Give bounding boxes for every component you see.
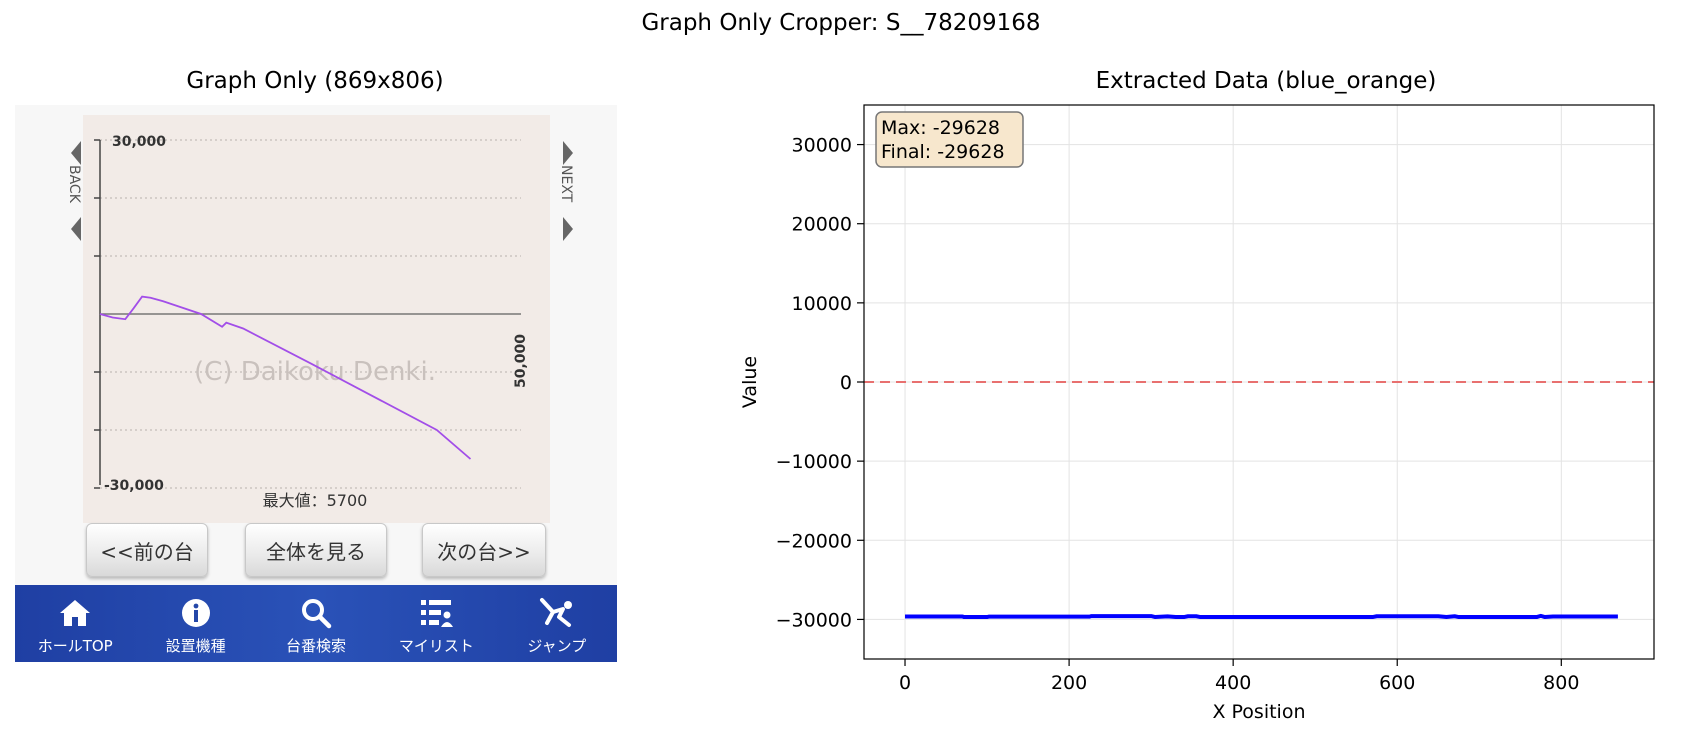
prev-machine-button[interactable]: <<前の台 [86, 523, 208, 577]
extracted-data-chart: 0 200 400 600 800 −30000 −20000 −10000 0 10000 20… [739, 104, 1655, 723]
x-tick-label: 0 [899, 672, 911, 694]
back-label[interactable]: BACK [66, 165, 82, 204]
x-axis-label: X Position [1212, 701, 1305, 723]
info-icon [180, 595, 212, 631]
screenshot-side-scale-label: 50,000 [513, 334, 529, 388]
x-tick-label: 800 [1543, 672, 1579, 694]
next-arrow-down-icon[interactable] [563, 217, 573, 241]
next-arrow-up-icon[interactable] [563, 141, 573, 165]
x-tick-label: 200 [1051, 672, 1087, 694]
graph-screenshot-panel: 30,000 -30,000 (C) Daikoku Denki. 50,000… [15, 105, 617, 662]
stats-final-text: Final: -29628 [881, 141, 1005, 163]
stats-annotation-background [875, 111, 1024, 168]
y-tick-label: −20000 [776, 530, 852, 552]
y-axis-ticks: −30000 −20000 −10000 0 10000 20000 30000 [776, 135, 864, 631]
nav-label-machine-search: 台番検索 [286, 637, 347, 655]
series-line-0 [905, 613, 1618, 620]
list-icon [419, 595, 454, 631]
y-tick-label: 30000 [792, 135, 852, 157]
screenshot-y-top-label: 30,000 [112, 134, 166, 150]
nav-label-installed-machines: 設置機種 [165, 637, 226, 655]
screenshot-max-label: 最大値：5700 [263, 491, 368, 510]
nav-label-jump: ジャンプ [527, 637, 587, 655]
y-tick-label: 0 [840, 372, 852, 394]
stats-annotation-box: Max: -29628 Final: -29628 [875, 111, 1024, 168]
figure-suptitle: Graph Only Cropper: S__78209168 [641, 10, 1041, 36]
nav-item-machine-search[interactable]: 台番検索 [256, 585, 376, 662]
view-all-button[interactable]: 全体を見る [245, 523, 387, 577]
next-label[interactable]: NEXT [558, 165, 574, 203]
right-panel-title: Extracted Data (blue_orange) [1095, 68, 1437, 94]
y-axis-label: Value [739, 356, 761, 408]
back-arrow-up-icon[interactable] [71, 141, 81, 165]
x-tick-label: 400 [1215, 672, 1251, 694]
screenshot-plot-background [83, 115, 550, 523]
nav-item-installed-machines[interactable]: 設置機種 [135, 585, 255, 662]
screenshot-watermark: (C) Daikoku Denki. [194, 357, 436, 387]
nav-item-jump[interactable]: ジャンプ [497, 585, 617, 662]
screenshot-graph: 30,000 -30,000 (C) Daikoku Denki. 50,000… [66, 115, 574, 523]
next-machine-button[interactable]: 次の台>> [422, 523, 546, 577]
x-axis-ticks: 0 200 400 600 800 [899, 659, 1579, 694]
screenshot-data-line [99, 295, 472, 460]
y-tick-label: −30000 [776, 609, 852, 631]
home-icon [58, 595, 92, 631]
nav-item-my-list[interactable]: マイリスト [376, 585, 496, 662]
y-tick-label: 10000 [792, 293, 852, 315]
screenshot-y-bottom-label: -30,000 [104, 478, 164, 494]
search-icon [300, 595, 332, 631]
x-tick-label: 600 [1379, 672, 1415, 694]
y-tick-label: −10000 [776, 451, 852, 473]
left-panel-title: Graph Only (869x806) [186, 68, 444, 94]
nav-label-hall-top: ホールTOP [37, 637, 113, 655]
screenshot-tick-marks [94, 139, 100, 489]
bottom-navigation: ホールTOP 設置機種 台番検索 マイリスト ジャンプ [15, 585, 617, 662]
nav-item-hall-top[interactable]: ホールTOP [15, 585, 135, 662]
screenshot-gridlines [100, 139, 521, 489]
nav-label-my-list: マイリスト [398, 637, 474, 655]
chart-series-group [905, 613, 1618, 620]
y-tick-label: 20000 [792, 214, 852, 236]
jump-icon [539, 595, 575, 631]
stats-max-text: Max: -29628 [881, 117, 1000, 139]
back-arrow-down-icon[interactable] [71, 217, 81, 241]
